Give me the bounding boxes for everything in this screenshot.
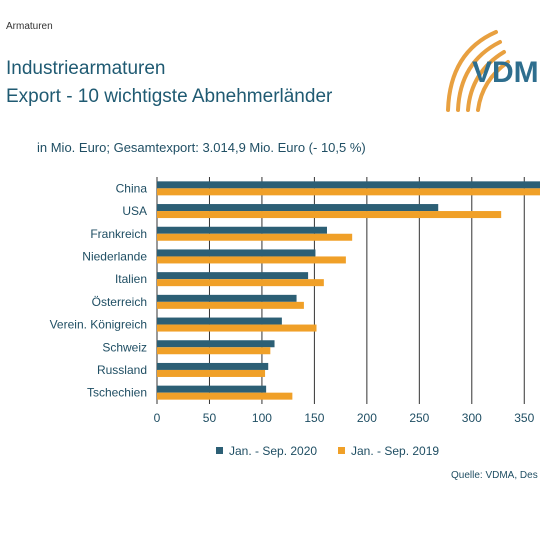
category-label-4: Italien [115,272,147,286]
category-label-5: Österreich [92,295,147,309]
bar-2019-0 [157,188,540,196]
x-tick-label-0: 0 [154,411,161,425]
bar-2020-7 [157,340,275,348]
x-tick-label-50: 50 [203,411,217,425]
bar-2019-8 [157,369,266,377]
x-tick-label-350: 350 [514,411,534,425]
source-note: Quelle: VDMA, Des [451,470,538,481]
bar-2019-9 [157,392,293,400]
bar-2019-2 [157,233,353,241]
bar-chart: China USA Frankreich Niederlande Italien Öste… [50,177,540,425]
category-label-3: Niederlande [82,249,147,263]
bar-2020-1 [157,204,439,212]
legend-swatch-2019 [338,447,345,454]
logo-arcs-icon [446,30,510,112]
legend-swatch-2020 [216,447,223,454]
x-tick-label-300: 300 [462,411,482,425]
x-tick-label-100: 100 [252,411,272,425]
x-tick-label-250: 250 [409,411,429,425]
bar-2020-5 [157,294,297,302]
category-label-7: Schweiz [102,340,147,354]
category-label-1: USA [122,204,147,218]
bar-2020-3 [157,249,316,257]
legend-item-2019: Jan. - Sep. 2019 [338,444,439,458]
bar-2020-9 [157,385,267,393]
x-tick-label-150: 150 [304,411,324,425]
legend-item-2020: Jan. - Sep. 2020 [216,444,317,458]
legend-label-2020: Jan. - Sep. 2020 [229,444,318,458]
logo-text: VDM [472,56,539,89]
category-label-8: Russland [97,363,147,377]
category-tag: Armaturen [6,21,53,32]
bar-2019-1 [157,211,502,219]
bar-2019-6 [157,324,317,332]
legend-label-2019: Jan. - Sep. 2019 [351,444,440,458]
vdma-logo: VDM [446,30,539,112]
bar-2019-5 [157,301,304,309]
bar-2019-4 [157,279,324,287]
bar-2020-0 [157,181,540,189]
category-label-2: Frankreich [90,227,147,241]
page-title: Industriearmaturen [6,58,166,79]
bar-2020-6 [157,317,282,325]
category-label-0: China [116,181,148,195]
bar-2020-4 [157,272,309,280]
bar-2020-8 [157,362,269,370]
x-tick-label-200: 200 [357,411,377,425]
page-subtitle-title: Export - 10 wichtigste Abnehmerländer [6,86,333,107]
category-label-6: Verein. Königreich [50,318,147,332]
bar-2019-3 [157,256,346,264]
bar-2020-2 [157,226,327,234]
bar-2019-7 [157,347,271,355]
category-label-9: Tschechien [87,386,147,400]
chart-subtitle: in Mio. Euro; Gesamtexport: 3.014,9 Mio.… [37,140,366,155]
